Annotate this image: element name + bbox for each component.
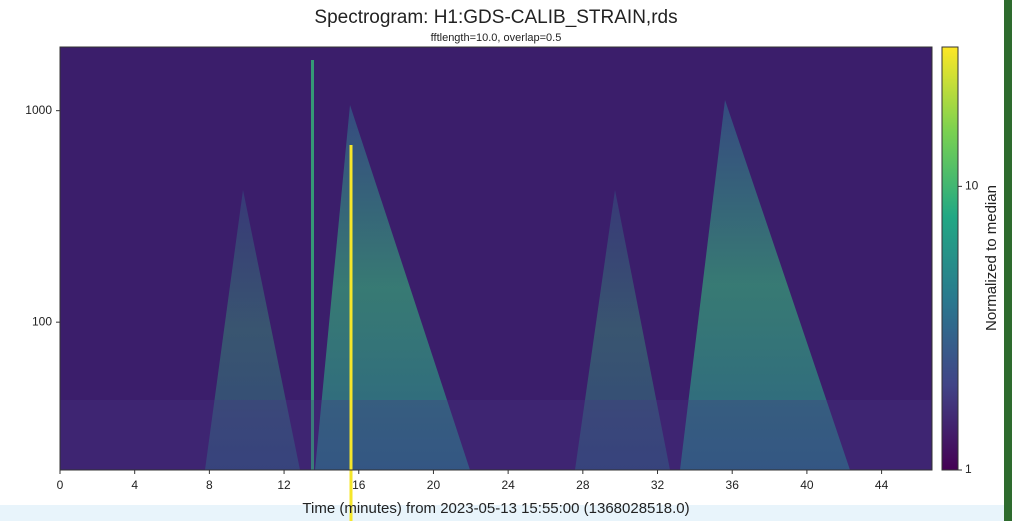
- x-tick-label: 36: [726, 478, 740, 492]
- plot-frame: [59, 46, 933, 471]
- colorbar-label: Normalized to median: [983, 185, 1000, 331]
- x-tick-label: 20: [427, 478, 441, 492]
- chart-title: Spectrogram: H1:GDS-CALIB_STRAIN,rds: [314, 7, 677, 28]
- chart-subtitle: fftlength=10.0, overlap=0.5: [431, 32, 562, 44]
- x-tick-label: 0: [57, 478, 64, 492]
- side-border: [1004, 0, 1012, 521]
- x-tick-label: 24: [501, 478, 515, 492]
- colorbar-tick-label: 10: [965, 179, 979, 193]
- x-tick-label: 8: [206, 478, 213, 492]
- colorbar: [941, 46, 959, 471]
- x-tick-label: 40: [800, 478, 814, 492]
- footer-band: [0, 505, 1012, 521]
- x-tick-label: 4: [131, 478, 138, 492]
- x-tick-label: 12: [277, 478, 291, 492]
- x-tick-label: 16: [352, 478, 366, 492]
- x-axis-label: Time (minutes) from 2023-05-13 15:55:00 …: [302, 500, 689, 517]
- spectrogram-texture: [60, 60, 932, 470]
- y-tick-label: 100: [32, 314, 52, 328]
- y-tick-label: 1000: [25, 103, 52, 117]
- x-tick-label: 44: [875, 478, 889, 492]
- x-tick-label: 28: [576, 478, 590, 492]
- x-tick-label: 32: [651, 478, 665, 492]
- colorbar-tick-label: 1: [965, 462, 972, 476]
